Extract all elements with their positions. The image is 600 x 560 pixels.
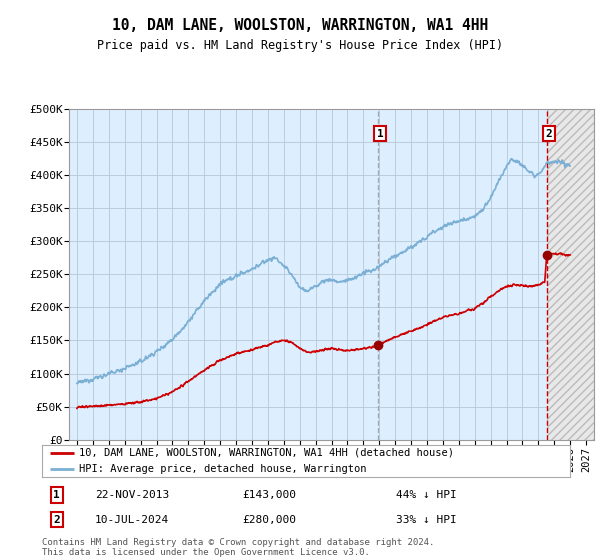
Text: 44% ↓ HPI: 44% ↓ HPI xyxy=(396,490,457,500)
Text: 33% ↓ HPI: 33% ↓ HPI xyxy=(396,515,457,525)
Text: 2: 2 xyxy=(546,129,553,139)
Text: 2: 2 xyxy=(53,515,60,525)
Text: Price paid vs. HM Land Registry's House Price Index (HPI): Price paid vs. HM Land Registry's House … xyxy=(97,39,503,53)
Text: 10, DAM LANE, WOOLSTON, WARRINGTON, WA1 4HH (detached house): 10, DAM LANE, WOOLSTON, WARRINGTON, WA1 … xyxy=(79,448,454,458)
Text: Contains HM Land Registry data © Crown copyright and database right 2024.
This d: Contains HM Land Registry data © Crown c… xyxy=(42,538,434,557)
Text: 22-NOV-2013: 22-NOV-2013 xyxy=(95,490,169,500)
Text: 10, DAM LANE, WOOLSTON, WARRINGTON, WA1 4HH: 10, DAM LANE, WOOLSTON, WARRINGTON, WA1 … xyxy=(112,18,488,32)
Bar xyxy=(547,109,600,440)
Text: 1: 1 xyxy=(53,490,60,500)
Text: HPI: Average price, detached house, Warrington: HPI: Average price, detached house, Warr… xyxy=(79,464,367,474)
Text: £143,000: £143,000 xyxy=(242,490,296,500)
Text: 1: 1 xyxy=(377,129,383,139)
Bar xyxy=(547,109,600,440)
Text: £280,000: £280,000 xyxy=(242,515,296,525)
Text: 10-JUL-2024: 10-JUL-2024 xyxy=(95,515,169,525)
